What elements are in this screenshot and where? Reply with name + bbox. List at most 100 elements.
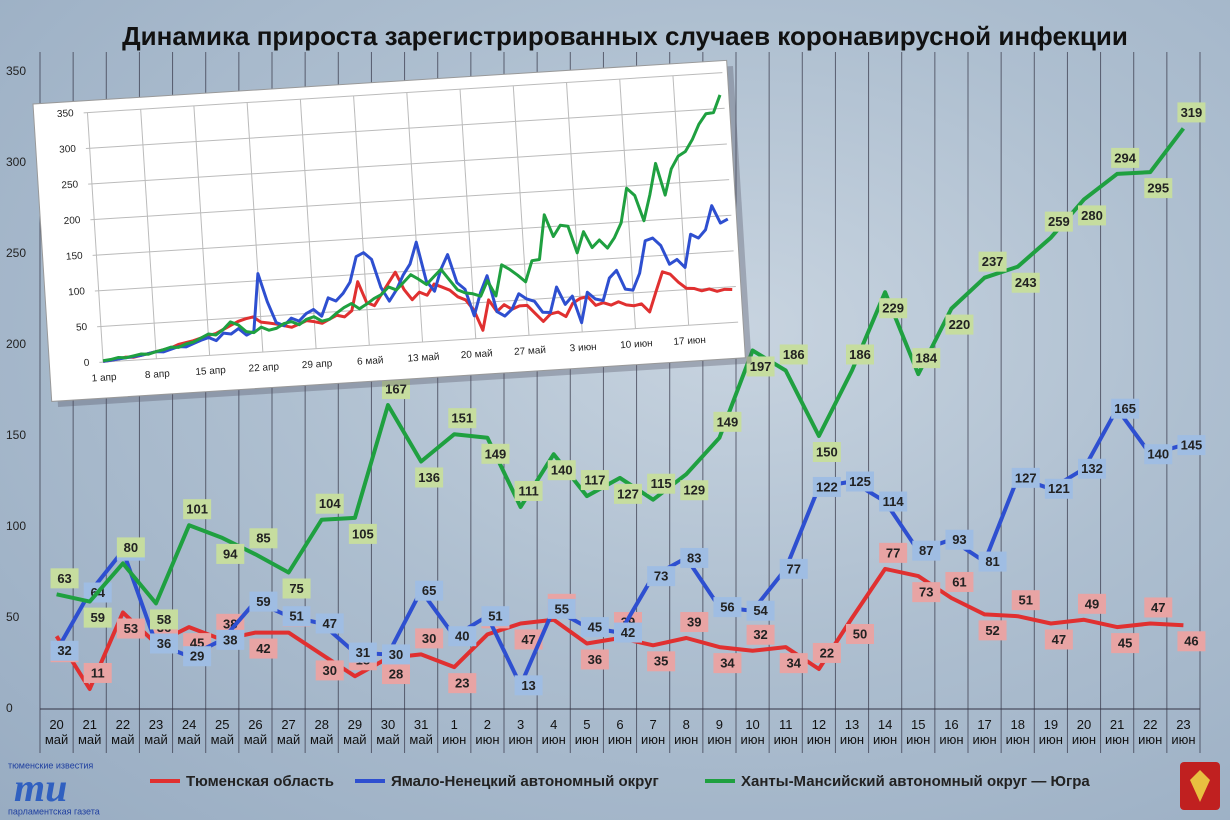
data-label: 295 <box>1147 181 1169 196</box>
data-label-box <box>150 633 178 654</box>
x-tick-label: 29 май <box>343 717 367 747</box>
data-label-box <box>183 499 212 520</box>
data-label-box <box>812 476 841 497</box>
x-tick-label: 24 май <box>177 717 201 747</box>
grid-line-vertical <box>406 92 424 343</box>
x-tick-label: 6 май <box>357 355 384 368</box>
y-tick-label: 350 <box>57 108 75 120</box>
data-label-box <box>216 629 245 650</box>
data-label: 81 <box>985 554 999 569</box>
series-line <box>56 127 1185 606</box>
y-tick-label: 50 <box>6 610 20 624</box>
data-label: 186 <box>849 347 871 362</box>
data-label-box <box>1177 435 1206 456</box>
data-label-box <box>1177 102 1206 123</box>
data-label: 39 <box>687 614 701 629</box>
data-label: 184 <box>915 351 937 366</box>
data-label-box <box>945 529 974 550</box>
grid-line <box>85 107 725 149</box>
data-label: 122 <box>816 479 838 494</box>
data-label: 80 <box>124 540 138 555</box>
data-label: 280 <box>1081 208 1103 223</box>
x-tick-label: 11 июн <box>773 717 798 747</box>
data-label: 45 <box>1118 636 1132 651</box>
grid-line <box>99 321 739 363</box>
y-tick-label: 0 <box>6 701 13 715</box>
data-label: 32 <box>57 643 71 658</box>
chart-title: Динамика прироста зарегистрированных слу… <box>122 21 1128 51</box>
data-label: 50 <box>853 626 867 641</box>
data-label: 51 <box>488 609 502 624</box>
data-label-box <box>879 298 908 319</box>
x-tick-label: 22 апр <box>248 362 280 375</box>
x-tick-label: 10 июн <box>740 717 765 747</box>
data-label: 117 <box>584 472 605 487</box>
data-label-box <box>945 314 974 335</box>
x-tick-label: 12 июн <box>806 717 831 747</box>
grid-line-vertical <box>86 112 104 363</box>
data-label-box <box>1144 597 1173 618</box>
x-tick-label: 15 июн <box>906 717 931 747</box>
data-label-box <box>647 473 676 494</box>
data-label-box <box>1044 211 1073 232</box>
data-label-box <box>779 558 808 579</box>
data-label: 34 <box>720 656 735 671</box>
emblem <box>1180 762 1220 810</box>
data-label-box <box>382 379 410 400</box>
data-label-box <box>1011 590 1040 611</box>
y-tick-label: 250 <box>6 246 26 260</box>
x-tick-label: 21 июн <box>1105 717 1130 747</box>
x-tick-label: 28 май <box>309 717 334 747</box>
data-label-box <box>746 624 775 645</box>
data-label: 53 <box>124 621 138 636</box>
data-label: 13 <box>521 678 535 693</box>
data-label-box <box>846 471 874 492</box>
data-label-box <box>315 613 344 634</box>
data-label-box <box>481 443 510 464</box>
grid-line-vertical <box>512 85 530 336</box>
data-label: 52 <box>985 623 999 638</box>
data-label: 47 <box>1052 632 1066 647</box>
data-label-box <box>50 640 79 661</box>
data-label-box <box>746 600 775 621</box>
data-label: 30 <box>322 663 336 678</box>
y-tick-label: 150 <box>6 428 26 442</box>
data-label: 40 <box>455 629 469 644</box>
grid-line-vertical <box>193 105 211 356</box>
data-label-box <box>614 483 642 504</box>
data-label-box <box>249 528 278 549</box>
grid-line-vertical <box>672 75 690 326</box>
data-label-box <box>647 566 676 587</box>
data-label-box <box>315 660 344 681</box>
data-label: 28 <box>389 666 403 681</box>
data-label: 49 <box>1085 596 1099 611</box>
y-tick-label: 50 <box>76 322 88 334</box>
data-label-box <box>150 609 178 630</box>
grid-line-vertical <box>299 99 317 349</box>
x-tick-label: 17 июн <box>673 335 706 348</box>
data-label: 94 <box>223 546 238 561</box>
data-label-box <box>547 598 576 619</box>
x-tick-label: 27 май <box>276 717 301 747</box>
data-label: 104 <box>319 496 341 511</box>
data-label-box <box>1078 593 1106 614</box>
data-label-box <box>580 649 609 670</box>
data-label-box <box>1177 631 1206 652</box>
x-tick-label: 16 июн <box>939 717 964 747</box>
legend-label: Ямало-Ненецкий автономный округ <box>391 773 659 790</box>
grid-line <box>83 72 723 114</box>
data-label-box <box>779 344 808 365</box>
data-label-box <box>580 470 609 491</box>
data-label-box <box>978 620 1007 641</box>
data-label-box <box>978 251 1007 272</box>
x-tick-label: 3 июн <box>508 717 533 747</box>
data-label-box <box>812 642 841 663</box>
grid-line <box>94 250 734 292</box>
data-label: 47 <box>322 616 336 631</box>
legend-label: Ханты-Мансийский автономный округ — Югра <box>741 773 1090 790</box>
data-label-box <box>1144 178 1173 199</box>
data-label-box <box>83 607 112 628</box>
x-tick-label: 29 апр <box>302 358 334 371</box>
data-label-box <box>713 597 742 618</box>
data-label: 29 <box>190 649 204 664</box>
